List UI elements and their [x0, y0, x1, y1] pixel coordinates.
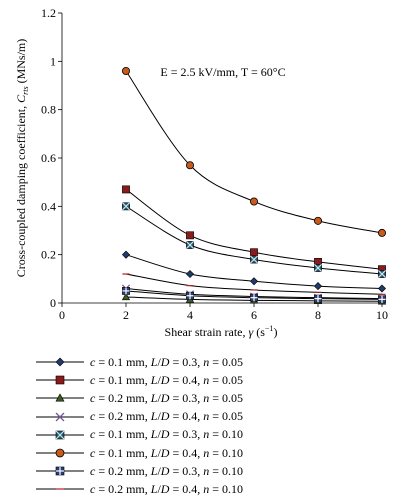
legend-label: c = 0.2 mm, L/D = 0.3, n = 0.10	[90, 463, 244, 478]
legend-label: c = 0.2 mm, L/D = 0.4, n = 0.05	[90, 409, 244, 424]
legend-label: c = 0.1 mm, L/D = 0.3, n = 0.10	[90, 427, 244, 442]
data-point-s1-1	[121, 250, 131, 259]
legend-item: c = 0.1 mm, L/D = 0.3, n = 0.10	[34, 426, 374, 444]
legend-marker	[55, 393, 65, 402]
data-point-s1-4	[313, 282, 323, 291]
data-point-s2-1	[122, 185, 130, 194]
legend-marker	[55, 466, 65, 476]
legend-marker	[55, 448, 65, 458]
y-axis-label-symbol: C	[14, 94, 28, 103]
data-point-s5-3	[249, 255, 259, 264]
legend-swatch	[36, 412, 84, 422]
data-point-s2-3	[250, 248, 258, 257]
y-tick-label: 0.2	[41, 248, 56, 262]
data-point-s7-2	[186, 291, 194, 300]
data-point-s7-1	[122, 287, 130, 295]
legend-label: c = 0.2 mm, L/D = 0.3, n = 0.05	[90, 390, 244, 405]
legend: c = 0.1 mm, L/D = 0.3, n = 0.05 c = 0.1 m…	[34, 353, 374, 499]
x-tick-label: 2	[123, 308, 129, 322]
legend-swatch	[36, 488, 84, 491]
legend-marker	[55, 375, 65, 385]
data-point-s1-3	[249, 277, 259, 286]
legend-item: c = 0.2 mm, L/D = 0.4, n = 0.10	[34, 480, 374, 498]
y-tick-label: 0	[50, 296, 56, 310]
data-point-s5-2	[185, 240, 195, 250]
legend-label: c = 0.1 mm, L/D = 0.3, n = 0.05	[90, 354, 244, 369]
series-line-6	[125, 70, 383, 234]
legend-label: c = 0.1 mm, L/D = 0.4, n = 0.10	[90, 445, 244, 460]
legend-item: c = 0.2 mm, L/D = 0.3, n = 0.10	[34, 462, 374, 480]
legend-swatch	[36, 448, 84, 458]
x-axis-label-main: Shear strain rate,	[165, 325, 249, 339]
y-tick-label: 0.6	[41, 151, 56, 165]
data-point-s1-2	[185, 269, 195, 279]
data-point-s7-5	[378, 295, 386, 304]
x-axis-label-symbol: γ	[249, 325, 254, 339]
legend-label: c = 0.1 mm, L/D = 0.4, n = 0.05	[90, 372, 244, 387]
legend-swatch	[36, 466, 84, 476]
x-tick-label: 10	[376, 308, 388, 322]
legend-marker	[55, 357, 65, 367]
legend-marker	[55, 412, 65, 422]
x-axis-label: Shear strain rate, γ (s−1)	[165, 324, 278, 339]
annotation: E = 2.5 kV/mm, T = 60°C	[160, 65, 285, 79]
x-tick-label: 8	[315, 308, 321, 322]
y-tick-label: 0.4	[41, 199, 56, 213]
data-point-s6-2	[185, 161, 194, 170]
y-axis-label-unit: (MNs/m)	[14, 39, 28, 87]
data-point-s6-4	[313, 216, 322, 225]
legend-label: c = 0.2 mm, L/D = 0.4, n = 0.10	[90, 481, 244, 496]
legend-item: c = 0.1 mm, L/D = 0.4, n = 0.10	[34, 444, 374, 462]
x-axis-label-exp: −1	[265, 324, 274, 333]
legend-swatch	[36, 357, 84, 367]
legend-swatch	[36, 430, 84, 440]
data-point-s7-3	[250, 293, 258, 302]
y-tick-label: 1.2	[41, 6, 56, 20]
data-point-s3-1	[121, 292, 131, 301]
x-axis-label-close: )	[273, 325, 277, 339]
data-point-s6-1	[122, 67, 131, 76]
legend-swatch	[36, 393, 84, 402]
x-axis-label-unit: (s	[253, 325, 265, 339]
legend-marker	[55, 430, 65, 440]
legend-item: c = 0.2 mm, L/D = 0.3, n = 0.05	[34, 389, 374, 407]
legend-swatch	[36, 375, 84, 385]
y-tick-label: 0.8	[41, 103, 56, 117]
data-point-s6-5	[377, 228, 386, 237]
legend-item: c = 0.1 mm, L/D = 0.3, n = 0.05	[34, 353, 374, 371]
x-tick-label: 4	[187, 308, 193, 322]
series-line-5	[125, 205, 383, 275]
y-axis-label-sub: rts	[21, 86, 30, 94]
data-point-s5-4	[313, 263, 323, 272]
data-point-s1-5	[377, 284, 387, 293]
data-point-s5-1	[121, 202, 131, 211]
data-point-s5-5	[377, 269, 387, 279]
data-point-s6-3	[249, 197, 258, 206]
y-tick-label: 1	[50, 54, 56, 68]
legend-item: c = 0.2 mm, L/D = 0.4, n = 0.05	[34, 408, 374, 426]
legend-item: c = 0.1 mm, L/D = 0.4, n = 0.05	[34, 371, 374, 389]
data-point-s7-4	[314, 294, 322, 303]
x-tick-label: 0	[59, 308, 65, 322]
data-point-s2-2	[186, 231, 194, 240]
axes	[61, 13, 382, 304]
y-axis-label: Cross-coupled damping coefficient, Crts …	[14, 39, 30, 278]
y-axis-label-main: Cross-coupled damping coefficient,	[14, 103, 28, 277]
x-tick-label: 6	[251, 308, 257, 322]
